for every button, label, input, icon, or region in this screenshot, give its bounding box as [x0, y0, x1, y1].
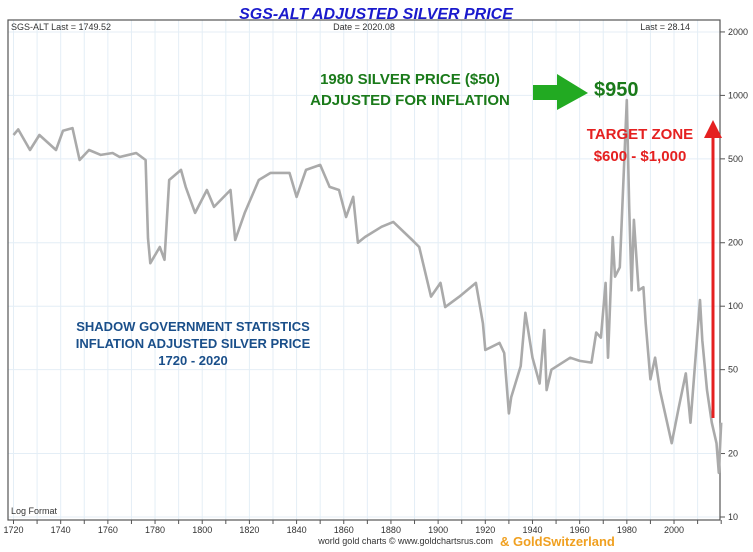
source-line2: INFLATION ADJUSTED SILVER PRICE [76, 336, 311, 351]
target-zone-range: $600 - $1,000 [594, 148, 687, 165]
x-tick-label: 1880 [381, 525, 401, 535]
chart-title: SGS-ALT ADJUSTED SILVER PRICE [239, 6, 514, 23]
peak-annotation-line2: ADJUSTED FOR INFLATION [310, 92, 510, 109]
x-tick-label: 1800 [192, 525, 212, 535]
grid [8, 20, 720, 520]
header-date: Date = 2020.08 [333, 22, 395, 32]
y-tick-label: 100 [728, 301, 743, 311]
source-line3: 1720 - 2020 [158, 353, 227, 368]
source-line1: SHADOW GOVERNMENT STATISTICS [76, 319, 310, 334]
x-tick-label: 1900 [428, 525, 448, 535]
x-tick-label: 1720 [3, 525, 23, 535]
y-tick-label: 2000 [728, 27, 748, 37]
target-zone-label: TARGET ZONE [587, 126, 693, 143]
header-last-value: SGS-ALT Last = 1749.52 [11, 22, 111, 32]
y-tick-label: 500 [728, 154, 743, 164]
x-tick-label: 1940 [522, 525, 542, 535]
footer-credit: world gold charts © www.goldchartsrus.co… [317, 536, 493, 546]
x-tick-label: 1840 [287, 525, 307, 535]
x-tick-label: 1740 [51, 525, 71, 535]
series-line [12, 98, 723, 475]
y-tick-label: 10 [728, 512, 738, 522]
y-tick-label: 1000 [728, 90, 748, 100]
green-arrow-icon [533, 74, 588, 110]
header-last: Last = 28.14 [640, 22, 690, 32]
x-tick-label: 1980 [617, 525, 637, 535]
plot-frame [7, 19, 721, 521]
log-format-label: Log Format [11, 506, 58, 516]
y-axis: 2000 1000 500 200 100 50 20 10 [720, 27, 748, 522]
x-tick-label: 1780 [145, 525, 165, 535]
x-axis: 1720 1740 1760 1780 1800 1820 1840 1860 1880 1900… [3, 520, 722, 535]
footer-brand: & GoldSwitzerland [500, 534, 615, 549]
x-tick-label: 1760 [98, 525, 118, 535]
x-tick-label: 1960 [570, 525, 590, 535]
peak-value: $950 [594, 79, 639, 101]
x-tick-label: 2000 [664, 525, 684, 535]
peak-annotation-line1: 1980 SILVER PRICE ($50) [320, 71, 500, 88]
y-tick-label: 20 [728, 449, 738, 459]
y-tick-label: 200 [728, 238, 743, 248]
x-tick-label: 1820 [239, 525, 259, 535]
x-tick-label: 1920 [475, 525, 495, 535]
red-arrow-up-icon [704, 120, 722, 138]
y-tick-label: 50 [728, 365, 738, 375]
x-tick-label: 1860 [334, 525, 354, 535]
